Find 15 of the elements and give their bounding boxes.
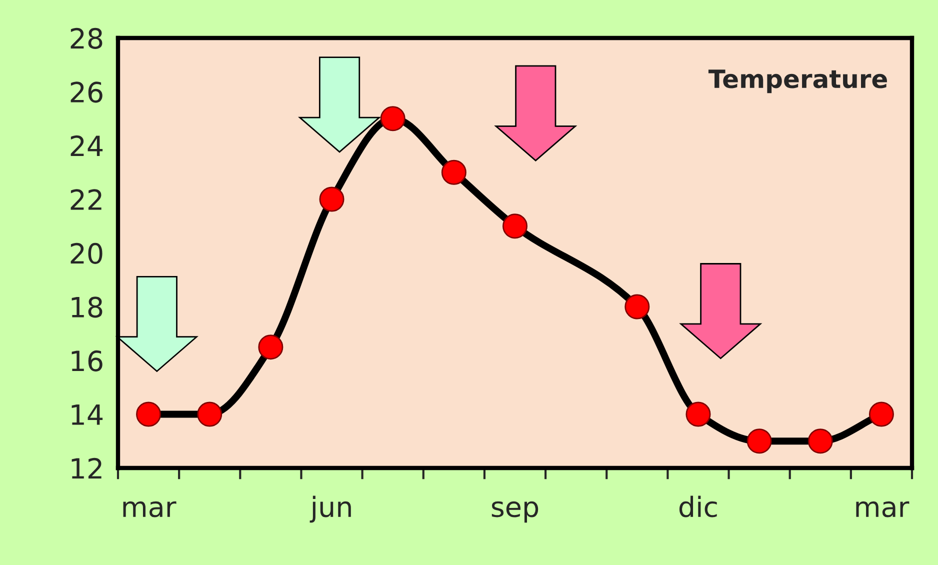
y-tick-label: 24	[70, 135, 103, 156]
y-tick-label: 22	[70, 189, 102, 210]
y-tick-label: 12	[72, 458, 102, 479]
x-tick-label: dic	[679, 496, 717, 518]
y-tick-label: 26	[70, 82, 102, 103]
y-tick-label: 28	[70, 28, 102, 49]
y-tick-label: 14	[72, 404, 103, 425]
x-tick-label: sep	[492, 501, 538, 523]
text: Temperature	[708, 70, 887, 94]
y-tick-label: 18	[72, 296, 102, 318]
x-tick-label: jun	[310, 496, 351, 523]
x-tick-label: mar	[856, 501, 910, 518]
x-tick-label: mar	[123, 501, 176, 518]
y-tick-label: 20	[70, 242, 102, 264]
y-tick-label: 16	[72, 350, 102, 372]
